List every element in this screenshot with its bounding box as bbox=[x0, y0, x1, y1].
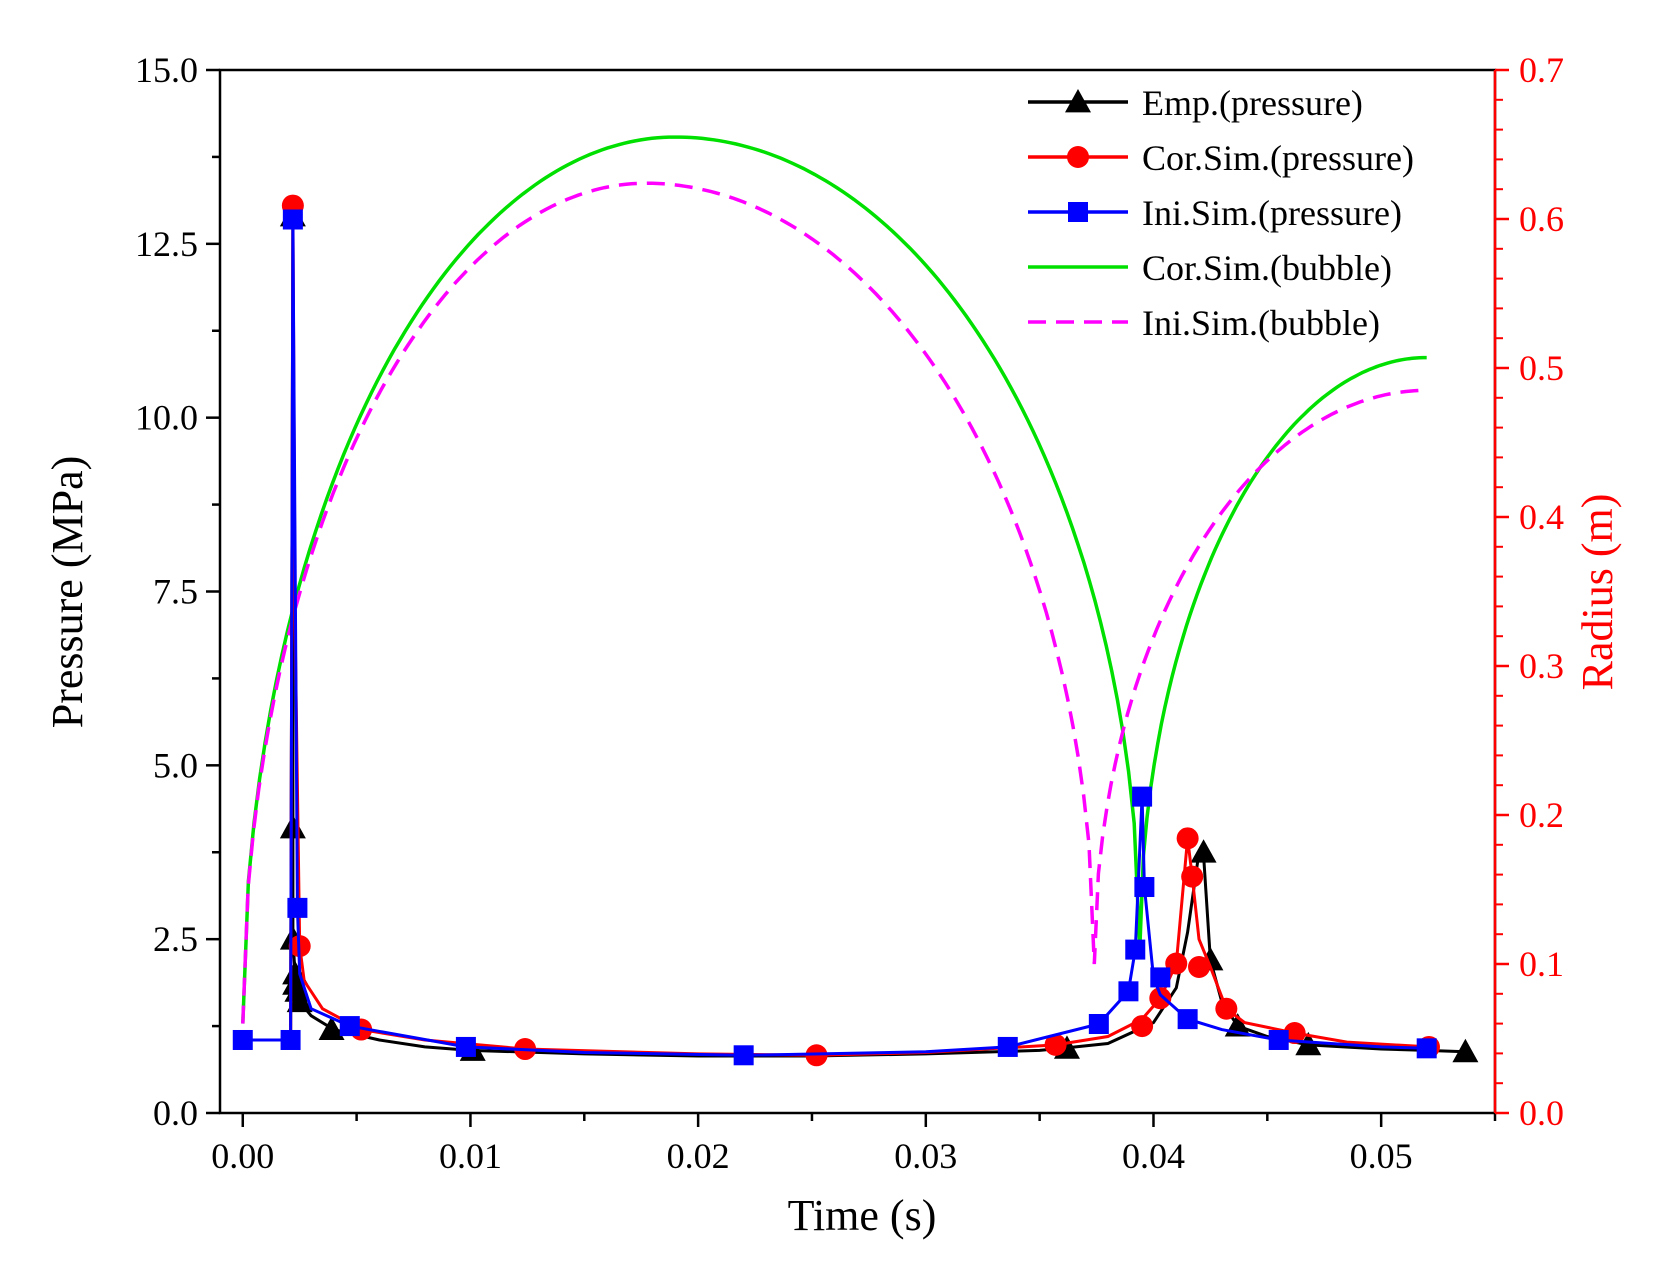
y-left-tick-label: 7.5 bbox=[153, 572, 198, 612]
data-point-ini_pressure bbox=[1416, 1038, 1437, 1059]
data-point-cor_pressure bbox=[1283, 1022, 1306, 1045]
y-left-tick-label: 12.5 bbox=[135, 224, 198, 264]
x-tick-label: 0.02 bbox=[667, 1136, 730, 1176]
y-left-tick-label: 5.0 bbox=[153, 745, 198, 785]
y-axis-right-title: Radius (m) bbox=[1573, 494, 1622, 691]
data-point-ini_pressure bbox=[733, 1045, 754, 1066]
data-point-cor_pressure bbox=[1181, 865, 1204, 888]
data-point-ini_pressure bbox=[287, 897, 308, 918]
data-point-cor_pressure bbox=[1149, 987, 1172, 1010]
data-point-emp bbox=[1295, 1031, 1322, 1056]
data-point-ini_pressure bbox=[1177, 1009, 1198, 1030]
legend: Emp.(pressure) Cor.Sim.(pressure) Ini.Sim.… bbox=[1028, 83, 1414, 343]
x-tick-label: 0.05 bbox=[1350, 1136, 1413, 1176]
y-axis-left-title: Pressure (MPa) bbox=[43, 456, 92, 729]
x-axis-title: Time (s) bbox=[788, 1191, 937, 1240]
data-point-ini_pressure bbox=[1268, 1029, 1289, 1050]
y-left-tick-label: 10.0 bbox=[135, 398, 198, 438]
x-tick-label: 0.00 bbox=[211, 1136, 274, 1176]
series-line-ini_bubble bbox=[241, 181, 1427, 1024]
plot-area bbox=[218, 68, 1497, 1115]
data-point-emp bbox=[1452, 1038, 1479, 1063]
legend-label-emp: Emp.(pressure) bbox=[1142, 83, 1363, 123]
data-point-cor_pressure bbox=[1188, 955, 1211, 978]
data-point-cor_pressure bbox=[1176, 827, 1199, 850]
y-right-tick-label: 0.5 bbox=[1519, 348, 1564, 388]
data-point-cor_pressure bbox=[1131, 1015, 1154, 1038]
data-point-ini_pressure bbox=[1088, 1013, 1109, 1034]
y-right-tick-label: 0.0 bbox=[1519, 1093, 1564, 1133]
series-line-cor_bubble bbox=[241, 135, 1427, 1024]
legend-label-cor_bubble: Cor.Sim.(bubble) bbox=[1142, 248, 1392, 288]
x-tick-label: 0.03 bbox=[894, 1136, 957, 1176]
legend-marker-ini_pressure bbox=[1068, 202, 1088, 222]
data-point-ini_pressure bbox=[232, 1029, 253, 1050]
series-layer bbox=[232, 135, 1479, 1067]
x-tick-label: 0.04 bbox=[1122, 1136, 1185, 1176]
data-point-cor_pressure bbox=[1215, 997, 1238, 1020]
y-left-tick-label: 2.5 bbox=[153, 919, 198, 959]
x-tick-label: 0.01 bbox=[439, 1136, 502, 1176]
data-point-emp bbox=[279, 814, 306, 839]
data-point-ini_pressure bbox=[339, 1016, 360, 1037]
data-point-ini_pressure bbox=[455, 1036, 476, 1057]
data-point-ini_pressure bbox=[1118, 981, 1139, 1002]
data-point-ini_pressure bbox=[1132, 786, 1153, 807]
data-point-ini_pressure bbox=[1125, 939, 1146, 960]
series-line-cor_pressure bbox=[242, 205, 1430, 1057]
y-right-tick-label: 0.6 bbox=[1519, 199, 1564, 239]
data-point-ini_pressure bbox=[1134, 877, 1155, 898]
legend-label-cor_pressure: Cor.Sim.(pressure) bbox=[1142, 138, 1414, 178]
y-right-tick-label: 0.3 bbox=[1519, 646, 1564, 686]
legend-label-ini_bubble: Ini.Sim.(bubble) bbox=[1142, 303, 1380, 343]
legend-marker-emp bbox=[1065, 89, 1091, 113]
data-point-ini_pressure bbox=[280, 1029, 301, 1050]
data-point-emp bbox=[318, 1016, 345, 1040]
data-point-cor_pressure bbox=[1165, 952, 1188, 975]
legend-label-ini_pressure: Ini.Sim.(pressure) bbox=[1142, 193, 1402, 233]
data-point-ini_pressure bbox=[1150, 967, 1171, 988]
series-line-ini_pressure bbox=[242, 219, 1427, 1057]
y-right-tick-label: 0.7 bbox=[1519, 50, 1564, 90]
y-right-tick-label: 0.4 bbox=[1519, 497, 1564, 537]
y-right-tick-label: 0.2 bbox=[1519, 795, 1564, 835]
y-left-tick-label: 15.0 bbox=[135, 50, 198, 90]
y-right-tick-label: 0.1 bbox=[1519, 944, 1564, 984]
y-left-tick-label: 0.0 bbox=[153, 1093, 198, 1133]
data-point-emp bbox=[286, 988, 313, 1013]
axes-layer: 0.00 0.01 0.02 0.03 0.04 0.05 0.0 2.5 5.0 7.5 10.0… bbox=[135, 50, 1564, 1176]
data-point-ini_pressure bbox=[997, 1036, 1018, 1057]
data-point-emp bbox=[1190, 839, 1217, 863]
data-point-ini_pressure bbox=[282, 209, 303, 230]
legend-marker-cor_pressure bbox=[1067, 146, 1089, 168]
data-point-cor_pressure bbox=[1044, 1033, 1067, 1056]
